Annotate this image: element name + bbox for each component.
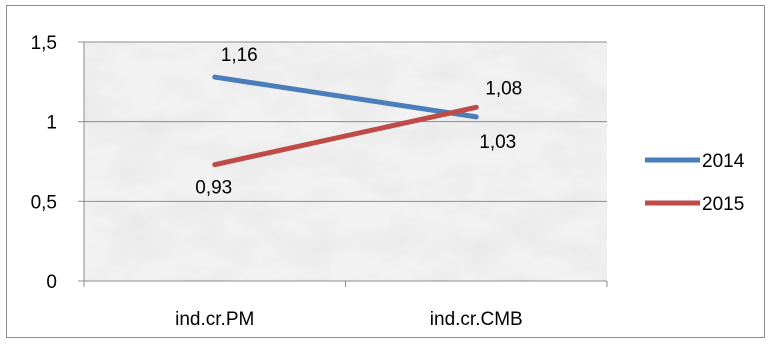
y-tick-label: 1 bbox=[46, 113, 57, 134]
y-tick-label: 0 bbox=[46, 272, 57, 293]
x-tick-label: ind.cr.CMB bbox=[430, 309, 523, 330]
data-labels: 1,16 1,03 0,93 1,08 bbox=[195, 45, 522, 199]
legend-label: 2014 bbox=[702, 151, 745, 172]
y-tick-label: 1,5 bbox=[31, 33, 57, 54]
y-axis-ticks: 0 0,5 1 1,5 bbox=[31, 33, 84, 293]
data-label: 1,08 bbox=[485, 78, 522, 99]
plot-area bbox=[84, 42, 607, 281]
series-line-2014 bbox=[212, 74, 479, 120]
data-label: 1,16 bbox=[221, 45, 258, 66]
data-label: 1,03 bbox=[479, 132, 516, 153]
legend-label: 2015 bbox=[702, 194, 744, 215]
data-label: 0,93 bbox=[195, 178, 232, 199]
legend: 2014 2015 bbox=[645, 151, 745, 215]
series-lines bbox=[212, 74, 479, 168]
gridlines bbox=[84, 41, 607, 202]
x-tick-label: ind.cr.PM bbox=[175, 309, 254, 330]
y-tick-label: 0,5 bbox=[31, 192, 57, 213]
marble-texture bbox=[84, 42, 607, 281]
x-axis-ticks: ind.cr.PM ind.cr.CMB bbox=[83, 281, 608, 330]
series-line-2015 bbox=[212, 104, 479, 168]
